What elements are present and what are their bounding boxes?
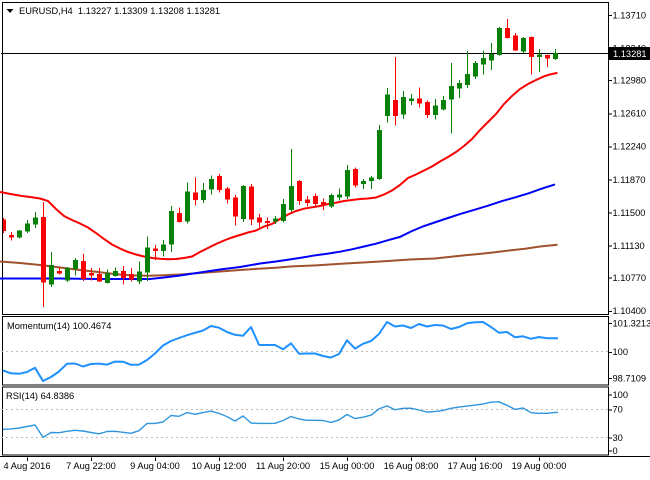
svg-text:11 Aug 20:00: 11 Aug 20:00 (256, 461, 310, 471)
svg-text:4 Aug 2016: 4 Aug 2016 (3, 461, 50, 471)
svg-text:RSI(14) 64.8386: RSI(14) 64.8386 (6, 391, 74, 401)
svg-text:10 Aug 12:00: 10 Aug 12:00 (192, 461, 247, 471)
svg-text:101.3213: 101.3213 (613, 319, 650, 329)
svg-text:100: 100 (613, 347, 629, 357)
svg-text:7 Aug 22:00: 7 Aug 22:00 (66, 461, 116, 471)
svg-text:1.10770: 1.10770 (613, 273, 647, 283)
svg-text:1.11500: 1.11500 (613, 208, 646, 218)
svg-text:1.11130: 1.11130 (613, 241, 645, 251)
svg-text:9 Aug 04:00: 9 Aug 04:00 (130, 461, 180, 471)
svg-text:1.13281: 1.13281 (613, 49, 647, 59)
svg-text:1.11870: 1.11870 (613, 175, 646, 185)
svg-text:98.7109: 98.7109 (613, 373, 647, 383)
svg-text:EURUSD,H4 1.13227 1.13309 1.1: EURUSD,H4 1.13227 1.13309 1.13208 1.1328… (19, 6, 220, 16)
svg-text:16 Aug 08:00: 16 Aug 08:00 (384, 461, 439, 471)
svg-text:Momentum(14) 100.4674: Momentum(14) 100.4674 (7, 321, 111, 331)
svg-text:1.13710: 1.13710 (613, 10, 647, 20)
svg-text:30: 30 (613, 433, 623, 443)
svg-text:70: 70 (613, 405, 623, 415)
svg-text:100: 100 (613, 390, 629, 400)
svg-text:1.12240: 1.12240 (613, 142, 647, 152)
svg-text:17 Aug 16:00: 17 Aug 16:00 (448, 461, 503, 471)
svg-text:0: 0 (613, 446, 618, 456)
svg-text:1.10400: 1.10400 (613, 306, 647, 316)
svg-text:19 Aug 00:00: 19 Aug 00:00 (512, 461, 567, 471)
svg-text:15 Aug 00:00: 15 Aug 00:00 (320, 461, 375, 471)
svg-text:1.12980: 1.12980 (613, 76, 647, 86)
svg-text:1.12610: 1.12610 (613, 109, 647, 119)
